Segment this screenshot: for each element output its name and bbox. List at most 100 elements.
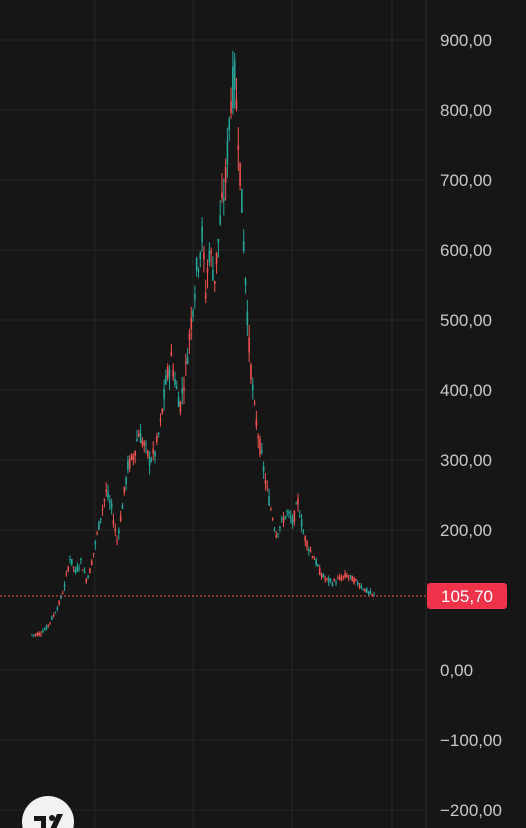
candle-body	[248, 337, 250, 353]
current-price-label: 105,70	[441, 587, 493, 606]
candle-body	[132, 456, 135, 461]
candle-body	[364, 588, 366, 592]
tradingview-logo-icon[interactable]	[22, 796, 74, 828]
candle-body	[304, 535, 307, 542]
y-tick-label: 600,00	[440, 241, 492, 260]
candle-body	[311, 556, 314, 558]
candle-body	[342, 575, 345, 578]
candle-body	[121, 505, 124, 510]
candle-body	[219, 215, 221, 225]
candle-body	[262, 466, 265, 472]
candle-body	[317, 564, 319, 567]
candle-body	[297, 498, 299, 505]
price-axis[interactable]: 900,00 800,00 700,00 600,00 500,00 400,00 300,…	[440, 31, 502, 820]
candle-body	[197, 269, 200, 272]
candle-body	[116, 540, 118, 542]
vertical-grid	[94, 0, 393, 828]
candle-body	[58, 601, 60, 605]
candle-body	[344, 573, 346, 578]
candle-body	[165, 375, 167, 385]
candle-body	[194, 294, 196, 300]
candle-body	[329, 578, 332, 581]
candle-body	[127, 461, 129, 470]
candle-body	[157, 433, 160, 435]
candle-body	[166, 366, 169, 379]
candle-body	[201, 226, 203, 242]
candle-body	[134, 451, 136, 456]
candle-body	[90, 560, 93, 565]
candle-body	[203, 252, 205, 259]
candle-body	[71, 559, 73, 565]
candle-body	[273, 528, 276, 530]
y-tick-label: 900,00	[440, 31, 492, 50]
candle-body	[230, 100, 232, 113]
candle-body	[300, 519, 303, 528]
candle-body	[362, 589, 364, 591]
candle-body	[185, 361, 187, 364]
candle-body	[270, 509, 272, 511]
candle-body	[221, 192, 223, 199]
candle-body	[163, 388, 165, 400]
candle-body	[356, 582, 359, 585]
candle-body	[253, 402, 256, 404]
candle-body	[224, 167, 227, 184]
candle-body	[347, 576, 350, 578]
candle-body	[271, 518, 274, 520]
candle-body	[43, 629, 46, 631]
candle-body	[241, 188, 243, 213]
candle-body	[36, 633, 39, 636]
candle-body	[85, 579, 88, 582]
candle-body	[137, 433, 140, 437]
candle-body	[315, 559, 317, 565]
y-tick-label: −100,00	[440, 731, 502, 750]
candle-body	[279, 526, 281, 529]
candle-body	[327, 577, 330, 583]
candle-body	[145, 443, 147, 445]
candle-body	[188, 333, 191, 340]
candle-body	[340, 577, 343, 581]
candle-body	[244, 278, 247, 285]
candle-body	[293, 510, 296, 522]
y-tick-label: −200,00	[440, 801, 502, 820]
candle-body	[313, 558, 316, 560]
candle-body	[320, 574, 323, 577]
candle-body	[346, 574, 348, 578]
candle-body	[52, 614, 55, 616]
candle-body	[168, 369, 171, 377]
candle-body	[186, 357, 189, 364]
candle-body	[212, 270, 214, 281]
candle-body	[286, 510, 288, 512]
candle-body	[34, 633, 37, 635]
candle-body	[114, 528, 117, 532]
candle-body	[61, 593, 64, 595]
candle-body	[232, 67, 234, 109]
candle-body	[210, 251, 212, 254]
candle-body	[177, 397, 180, 407]
candle-body	[81, 569, 84, 571]
candle-body	[78, 567, 80, 569]
y-tick-label: 700,00	[440, 171, 492, 190]
candle-body	[89, 568, 91, 574]
candle-body	[123, 486, 126, 493]
candle-body	[45, 625, 48, 630]
candle-body	[80, 558, 82, 561]
y-tick-label: 200,00	[440, 521, 492, 540]
candle-body	[47, 624, 50, 626]
candle-body	[141, 440, 144, 445]
candle-body	[259, 438, 261, 455]
candle-body	[295, 503, 297, 505]
candle-body	[264, 480, 267, 484]
candle-body	[255, 419, 258, 427]
candle-body	[309, 550, 312, 552]
candle-body	[31, 634, 33, 636]
candle-body	[215, 252, 218, 265]
candle-body	[239, 162, 241, 187]
candle-body	[74, 569, 77, 573]
candle-body	[308, 549, 310, 551]
candle-body	[72, 566, 75, 568]
candle-body	[223, 197, 225, 201]
candle-body	[92, 553, 95, 555]
